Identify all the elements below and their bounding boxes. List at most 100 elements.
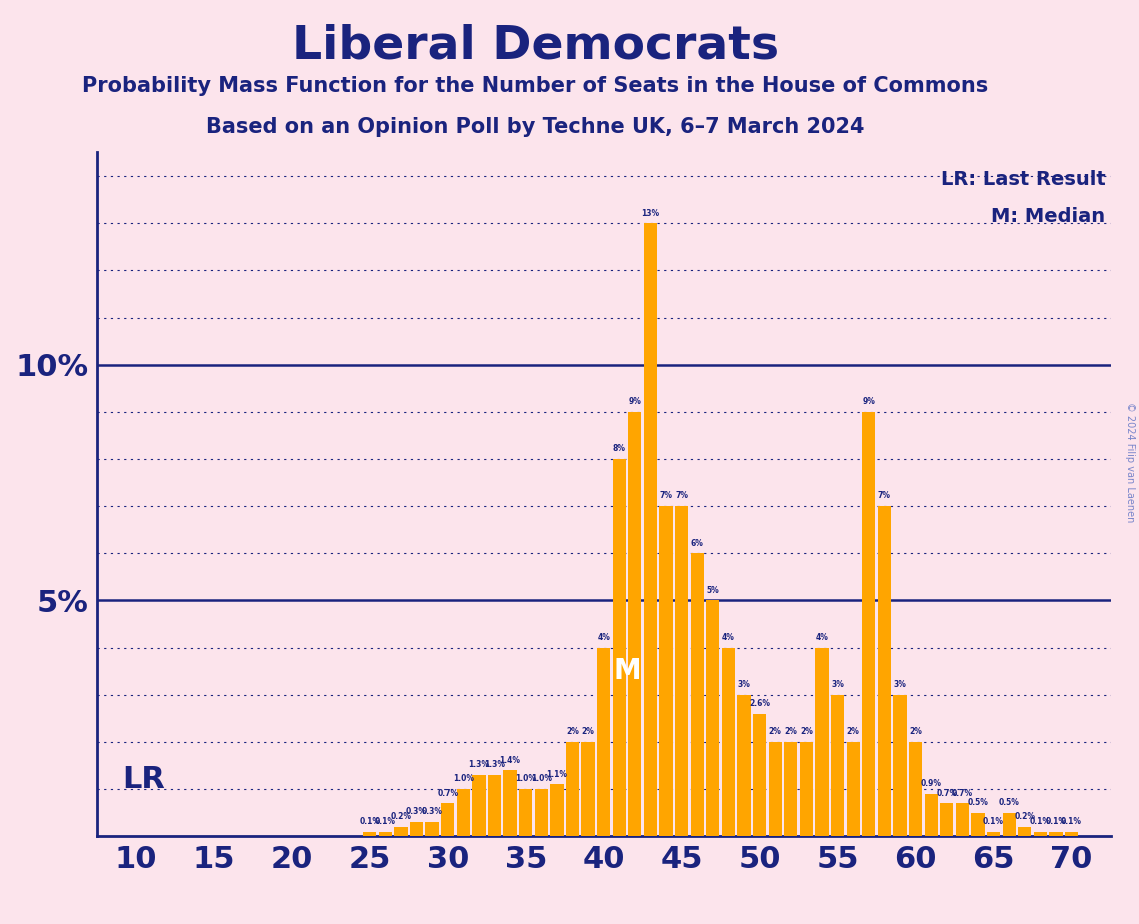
Bar (566, 742, 579, 836)
Text: 0.1%: 0.1% (1030, 817, 1051, 826)
Bar (737, 695, 751, 836)
Bar (690, 553, 704, 836)
Text: 3%: 3% (831, 680, 844, 689)
Text: 1.3%: 1.3% (484, 760, 505, 770)
Bar (487, 775, 501, 836)
Text: 4%: 4% (597, 633, 611, 642)
Bar (925, 794, 937, 836)
Text: 2%: 2% (785, 727, 797, 736)
Bar (581, 742, 595, 836)
Bar (769, 742, 781, 836)
Bar (862, 412, 876, 836)
Text: 2%: 2% (582, 727, 595, 736)
Bar (1034, 832, 1047, 836)
Bar (800, 742, 813, 836)
Text: LR: LR (122, 765, 165, 794)
Bar (363, 832, 376, 836)
Text: 4%: 4% (816, 633, 828, 642)
Text: M: M (613, 657, 641, 686)
Text: 0.5%: 0.5% (999, 798, 1019, 807)
Bar (613, 459, 626, 836)
Text: 2%: 2% (846, 727, 860, 736)
Text: 4%: 4% (722, 633, 735, 642)
Bar (893, 695, 907, 836)
Text: LR: Last Result: LR: Last Result (941, 170, 1106, 188)
Bar (940, 803, 953, 836)
Bar (441, 803, 454, 836)
Text: 2%: 2% (769, 727, 781, 736)
Text: 1.0%: 1.0% (515, 774, 536, 784)
Text: 0.1%: 0.1% (1062, 817, 1082, 826)
Text: 6%: 6% (691, 539, 704, 548)
Bar (534, 789, 548, 836)
Bar (956, 803, 969, 836)
Text: 1.3%: 1.3% (468, 760, 490, 770)
Text: 8%: 8% (613, 444, 625, 454)
Bar (846, 742, 860, 836)
Bar (394, 827, 408, 836)
Text: 0.1%: 0.1% (359, 817, 380, 826)
Bar (629, 412, 641, 836)
Bar (550, 784, 564, 836)
Text: 1.4%: 1.4% (500, 756, 521, 764)
Bar (784, 742, 797, 836)
Bar (706, 601, 720, 836)
Text: 0.2%: 0.2% (391, 812, 411, 821)
Text: Liberal Democrats: Liberal Democrats (292, 23, 779, 68)
Text: 1.0%: 1.0% (453, 774, 474, 784)
Text: Probability Mass Function for the Number of Seats in the House of Commons: Probability Mass Function for the Number… (82, 76, 989, 96)
Text: 0.1%: 0.1% (375, 817, 396, 826)
Bar (519, 789, 532, 836)
Text: 5%: 5% (706, 586, 719, 595)
Text: © 2024 Filip van Laenen: © 2024 Filip van Laenen (1125, 402, 1134, 522)
Bar (503, 771, 517, 836)
Text: 2%: 2% (909, 727, 921, 736)
Bar (457, 789, 470, 836)
Bar (473, 775, 485, 836)
Bar (410, 822, 424, 836)
Bar (909, 742, 923, 836)
Text: 9%: 9% (862, 397, 875, 407)
Bar (986, 832, 1000, 836)
Text: 3%: 3% (738, 680, 751, 689)
Text: 7%: 7% (878, 492, 891, 501)
Bar (722, 648, 735, 836)
Text: 0.7%: 0.7% (437, 788, 458, 797)
Bar (675, 506, 688, 836)
Bar (1002, 812, 1016, 836)
Text: 0.9%: 0.9% (920, 779, 942, 788)
Text: 3%: 3% (894, 680, 907, 689)
Text: 0.3%: 0.3% (421, 808, 443, 817)
Bar (378, 832, 392, 836)
Text: 0.3%: 0.3% (405, 808, 427, 817)
Bar (644, 224, 657, 836)
Text: 9%: 9% (629, 397, 641, 407)
Bar (753, 713, 767, 836)
Bar (816, 648, 829, 836)
Text: 13%: 13% (641, 209, 659, 217)
Text: 1.0%: 1.0% (531, 774, 551, 784)
Text: 0.7%: 0.7% (936, 788, 958, 797)
Text: 2%: 2% (566, 727, 579, 736)
Text: 0.5%: 0.5% (967, 798, 989, 807)
Bar (831, 695, 844, 836)
Bar (972, 812, 984, 836)
Bar (426, 822, 439, 836)
Text: 2%: 2% (800, 727, 813, 736)
Text: 1.1%: 1.1% (547, 770, 567, 779)
Text: 7%: 7% (659, 492, 672, 501)
Text: 0.2%: 0.2% (1014, 812, 1035, 821)
Bar (659, 506, 673, 836)
Bar (1065, 832, 1079, 836)
Text: 2.6%: 2.6% (749, 699, 770, 708)
Text: 7%: 7% (675, 492, 688, 501)
Text: 0.1%: 0.1% (983, 817, 1005, 826)
Bar (1049, 832, 1063, 836)
Bar (597, 648, 611, 836)
Bar (1018, 827, 1032, 836)
Text: Based on an Opinion Poll by Techne UK, 6–7 March 2024: Based on an Opinion Poll by Techne UK, 6… (206, 117, 865, 138)
Bar (878, 506, 891, 836)
Text: M: Median: M: Median (991, 207, 1106, 226)
Text: 0.1%: 0.1% (1046, 817, 1066, 826)
Text: 0.7%: 0.7% (952, 788, 973, 797)
